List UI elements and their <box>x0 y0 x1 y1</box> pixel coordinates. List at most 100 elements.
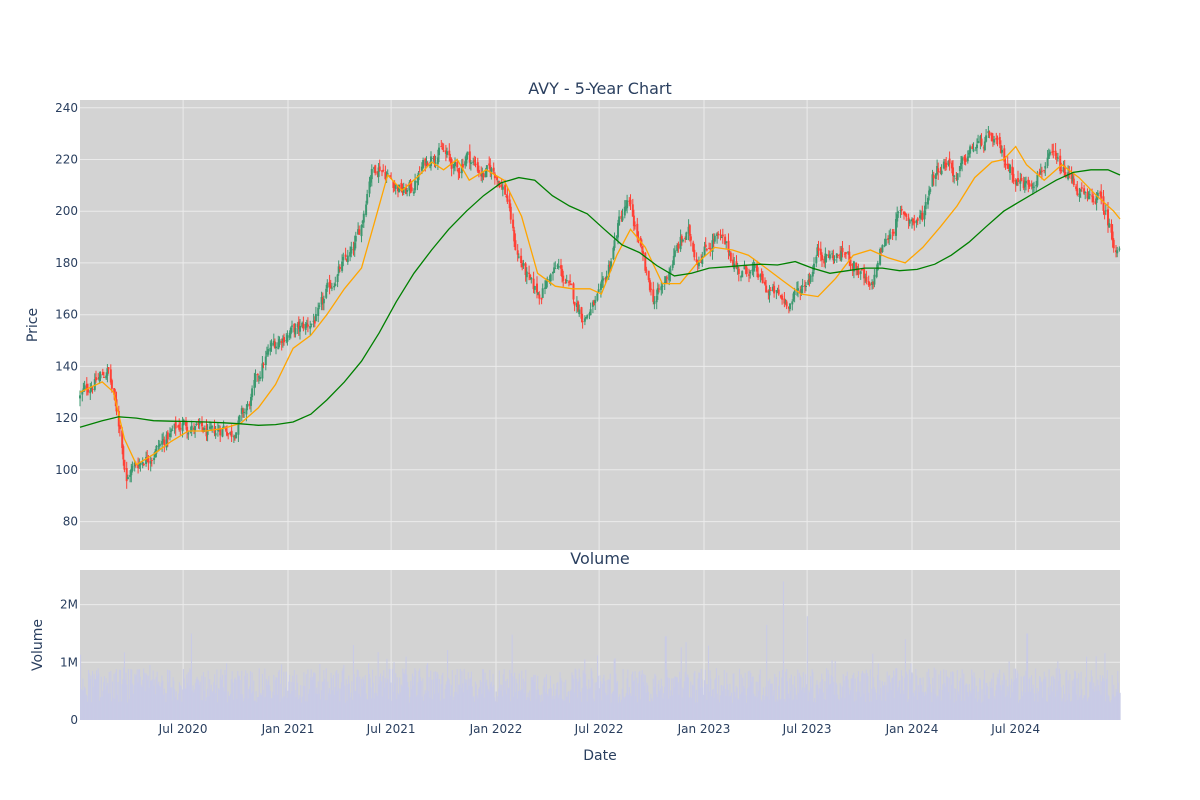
volume-bar <box>925 694 927 720</box>
volume-bar <box>652 678 654 720</box>
volume-bar <box>371 698 373 720</box>
volume-bar <box>943 669 945 720</box>
volume-bar <box>701 679 703 720</box>
candle-body <box>889 234 892 239</box>
volume-bar <box>601 683 603 720</box>
volume-bar <box>327 681 329 720</box>
candle-body <box>460 164 463 174</box>
candle-body <box>977 141 980 144</box>
volume-bar <box>745 695 747 720</box>
volume-bar <box>841 697 843 720</box>
candle-body <box>504 185 507 195</box>
volume-bar <box>206 688 208 720</box>
volume-bar <box>417 682 419 720</box>
candle-body <box>1078 193 1081 197</box>
volume-bar <box>1094 691 1096 720</box>
volume-bar <box>350 692 352 720</box>
candle-body <box>891 232 894 234</box>
candle-body <box>985 135 988 142</box>
volume-bar <box>156 671 158 720</box>
candle-body <box>921 212 924 221</box>
volume-bar <box>111 681 113 720</box>
candle-body <box>749 271 752 274</box>
candle-body <box>240 408 243 414</box>
volume-bar <box>781 677 783 720</box>
volume-bar <box>644 675 646 720</box>
volume-bar <box>804 687 806 720</box>
volume-bar <box>869 669 871 720</box>
volume-bar <box>544 677 546 720</box>
volume-bar <box>135 676 137 720</box>
volume-bar <box>755 681 757 720</box>
volume-bar <box>482 669 484 720</box>
volume-bar <box>1037 701 1039 720</box>
volume-bar <box>971 669 973 720</box>
candle-body <box>357 229 360 235</box>
volume-bar <box>763 700 765 720</box>
candle-body <box>336 274 339 282</box>
candle-body <box>458 171 461 174</box>
candle-body <box>983 141 986 150</box>
x-tick-label: Jul 2023 <box>782 722 832 736</box>
volume-chart-title: Volume <box>570 549 630 568</box>
candle-body <box>888 238 891 239</box>
candle-body <box>677 243 680 249</box>
volume-bar <box>668 698 670 720</box>
volume-bar <box>928 677 930 720</box>
volume-bar <box>1117 670 1119 720</box>
volume-bar <box>934 694 936 720</box>
volume-bar <box>620 702 622 720</box>
volume-bar <box>441 675 443 720</box>
volume-bar <box>754 696 756 720</box>
volume-bar <box>528 697 530 720</box>
candle-body <box>781 295 784 300</box>
volume-bar <box>880 687 882 720</box>
volume-bar <box>422 678 424 720</box>
volume-bar <box>494 701 496 720</box>
volume-bar <box>118 701 120 720</box>
candle-body <box>980 138 983 146</box>
volume-bar <box>1086 701 1088 720</box>
candle-body <box>149 461 152 464</box>
volume-bar <box>348 675 350 720</box>
candle-body <box>996 138 999 140</box>
candle-body <box>397 185 399 192</box>
volume-bar <box>702 687 704 720</box>
candle-body <box>581 321 584 323</box>
volume-bar <box>223 691 225 720</box>
volume-bar <box>192 685 194 720</box>
candle-body <box>1038 172 1041 175</box>
volume-bar <box>975 698 977 720</box>
volume-bar <box>585 686 587 720</box>
candle-body <box>772 286 774 291</box>
candle-body <box>198 421 201 425</box>
candle-body <box>130 468 133 476</box>
volume-bar <box>814 702 816 720</box>
volume-bar <box>393 662 395 720</box>
candle-body <box>824 253 827 263</box>
volume-bar <box>127 669 129 720</box>
volume-bar <box>281 698 283 720</box>
volume-bar <box>256 702 258 720</box>
volume-bar <box>712 688 714 720</box>
volume-bar <box>545 692 547 720</box>
candle-body <box>291 325 293 327</box>
volume-bar <box>1023 675 1025 720</box>
volume-bar <box>516 683 518 720</box>
volume-bar <box>119 669 121 720</box>
volume-bar <box>612 690 614 720</box>
candle-body <box>464 161 467 166</box>
volume-bar <box>199 681 201 720</box>
candle-body <box>304 324 307 330</box>
volume-bar <box>179 685 181 720</box>
volume-bar <box>489 669 491 720</box>
x-tick-label: Jan 2022 <box>469 722 523 736</box>
volume-bar <box>281 664 283 720</box>
candle-body <box>1031 186 1034 188</box>
volume-bar <box>230 693 232 720</box>
volume-bar <box>1106 670 1108 720</box>
candle-body <box>1047 153 1050 159</box>
volume-bar <box>938 674 940 720</box>
candle-body <box>897 212 900 214</box>
candle-body <box>537 292 540 295</box>
